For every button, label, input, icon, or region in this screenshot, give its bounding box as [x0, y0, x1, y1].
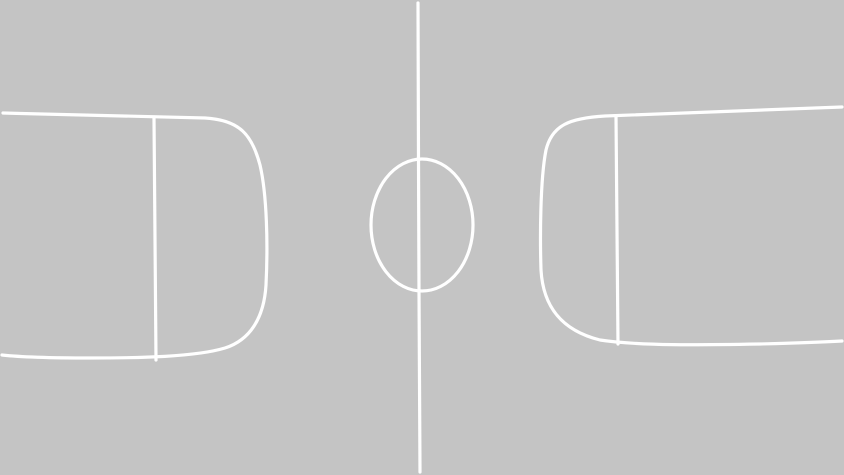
left-key-line	[152, 116, 158, 362]
left-key-area	[0, 111, 269, 360]
right-key-area	[538, 105, 844, 347]
center-line	[416, 1, 422, 474]
center-circle	[369, 157, 475, 293]
right-key-line	[614, 114, 620, 346]
